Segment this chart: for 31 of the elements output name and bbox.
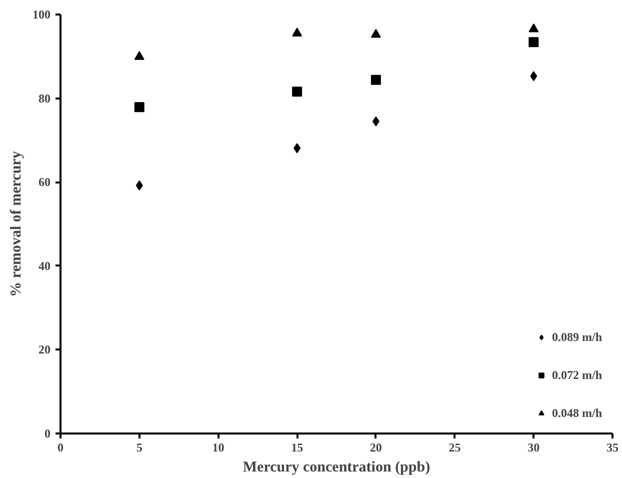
point	[292, 86, 302, 97]
point	[294, 143, 301, 154]
x-tick-label: 0	[58, 440, 64, 454]
x-tick-label: 30	[528, 440, 540, 454]
y-tick-label: 80	[38, 91, 50, 106]
x-tick-label: 15	[291, 440, 304, 454]
point	[370, 74, 381, 85]
y-tick-label: 100	[32, 8, 50, 22]
legend-label: 0.048 m/h	[552, 406, 602, 420]
point	[134, 51, 144, 60]
point	[528, 23, 539, 32]
y-tick-label: 60	[38, 175, 50, 190]
point	[292, 28, 302, 36]
x-axis-title: Mercury concentration (ppb)	[242, 460, 430, 476]
x-tick-label: 20	[370, 440, 382, 454]
legend-label: 0.072 m/h	[552, 368, 602, 382]
x-tick-label: 10	[212, 440, 224, 454]
point	[134, 102, 144, 112]
point	[530, 71, 538, 82]
x-tick-label: 25	[448, 440, 461, 454]
y-tick-label: 20	[38, 342, 50, 357]
y-tick-label: 0	[44, 426, 50, 440]
point	[136, 180, 143, 190]
point	[370, 28, 381, 38]
y-axis-title: % removal of mercury	[8, 150, 24, 297]
point	[372, 116, 380, 126]
x-tick-label: 35	[606, 440, 618, 454]
y-tick-label: 40	[38, 258, 50, 273]
legend-label: 0.089 m/h	[552, 330, 602, 344]
point	[528, 37, 539, 48]
x-tick-label: 5	[136, 440, 142, 454]
